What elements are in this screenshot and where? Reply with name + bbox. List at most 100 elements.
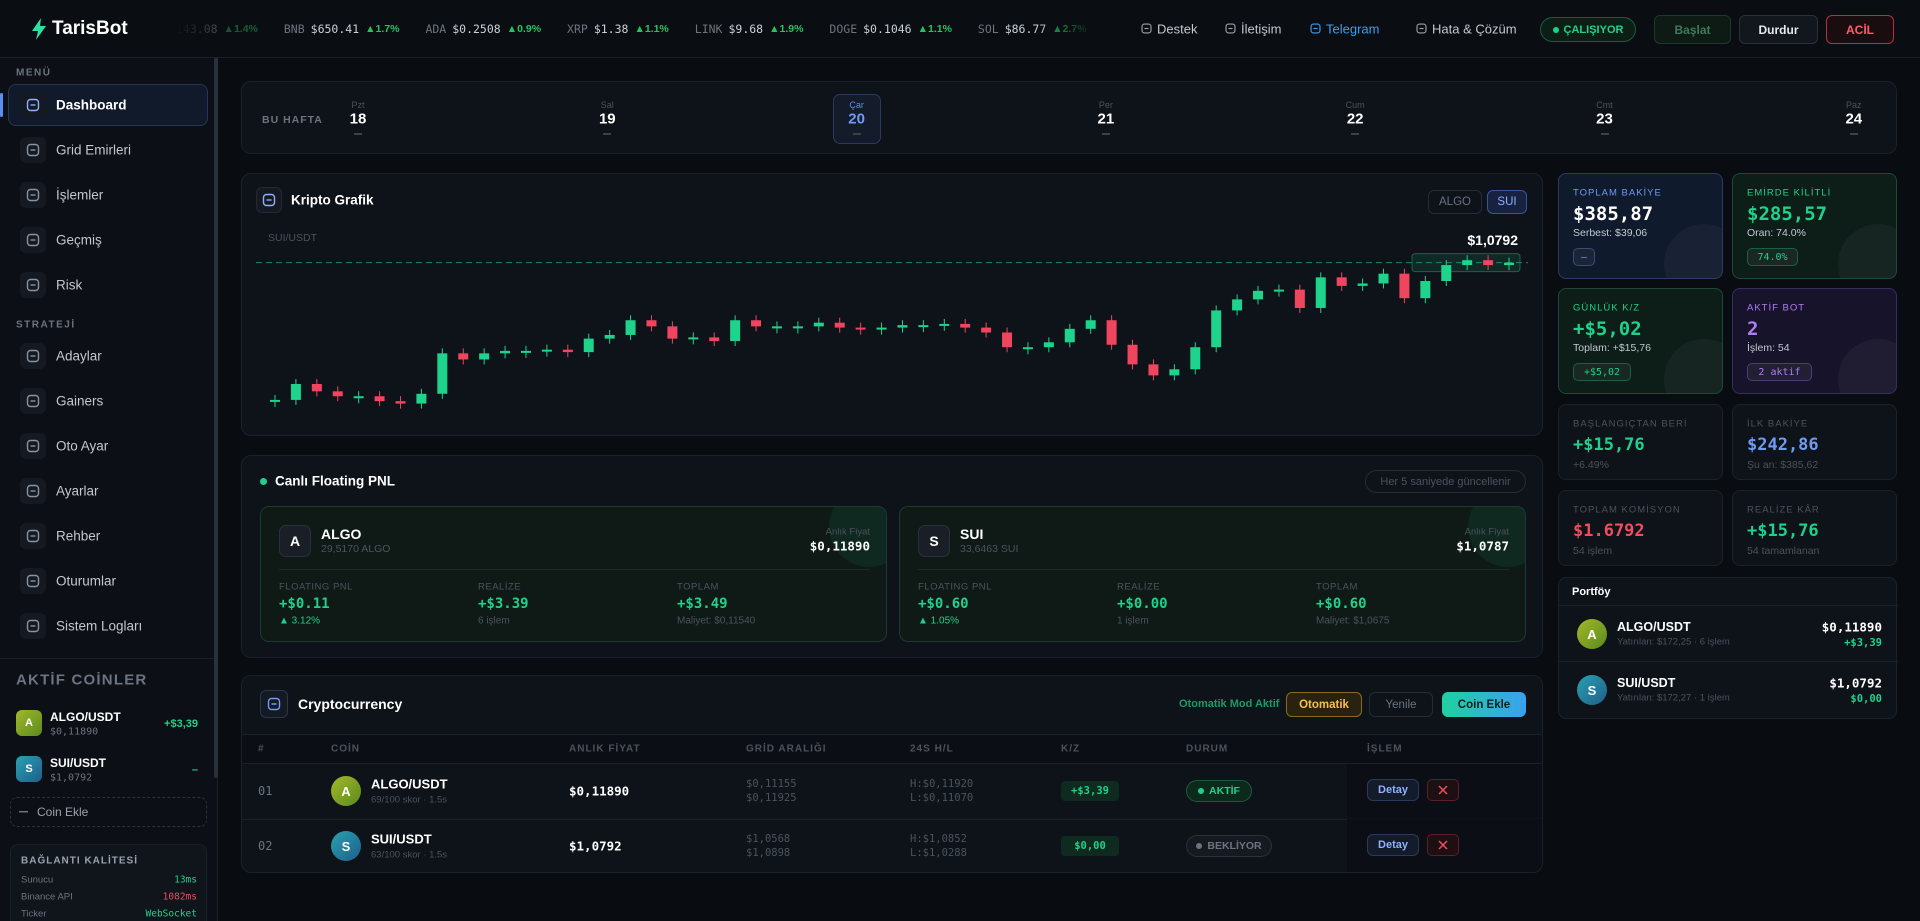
coin-price: $0,11890	[50, 726, 99, 738]
row-pnl: +$3,39	[1061, 781, 1119, 801]
icon-shape	[1310, 23, 1321, 34]
stat-card: GÜNLÜK K/Z +$5,02 Toplam: +$15,76 +$5,02	[1558, 288, 1723, 394]
candle	[939, 323, 950, 326]
candle	[583, 338, 594, 353]
ticker-item: BNB $650.41 ▲1.7%	[284, 22, 400, 36]
row-divider	[1559, 605, 1898, 606]
low: L:$1,0288	[910, 847, 967, 859]
metric-sub: 1 işlem	[1117, 615, 1149, 627]
portfolio-pnl: $0,00	[1850, 693, 1882, 705]
candle	[1336, 277, 1347, 286]
table-button[interactable]: Coin Ekle	[1442, 692, 1526, 717]
nav-label: İşlemler	[56, 187, 104, 203]
candle	[458, 353, 469, 360]
detail-button[interactable]: Detay	[1367, 779, 1419, 801]
day-date: 24	[1845, 110, 1863, 128]
grid-high: $0,11925	[746, 792, 797, 804]
candle	[1127, 344, 1138, 365]
status-pill: ÇALIŞIYOR	[1540, 17, 1636, 42]
icon	[1225, 23, 1236, 34]
ticker-change: ▲0.9%	[506, 23, 542, 35]
ticker-change: ▲1.1%	[917, 23, 952, 35]
stat-value: 2	[1747, 318, 1759, 340]
icon-shape	[26, 233, 40, 247]
candle	[1399, 273, 1410, 299]
chart-title: Kripto Grafik	[291, 192, 374, 208]
table-button[interactable]: Otomatik	[1286, 692, 1362, 717]
glow	[1664, 224, 1722, 278]
ticker-change: ▲1.4%	[223, 23, 258, 35]
icon	[1310, 23, 1321, 34]
candle	[1357, 283, 1368, 286]
candle	[751, 320, 762, 327]
candle	[1043, 342, 1054, 348]
stat-sub: Oran: 74.0%	[1747, 227, 1806, 239]
row-pair: ALGO/USDT	[371, 776, 448, 792]
remove-button[interactable]	[1427, 779, 1459, 801]
stat-title: REALİZE KÂR	[1747, 504, 1820, 516]
price-caption: Anlık Fiyat	[825, 526, 870, 538]
chart-tab[interactable]: ALGO	[1428, 190, 1482, 214]
day-dash	[1101, 133, 1110, 135]
icon-shape	[267, 697, 281, 711]
icon	[26, 349, 40, 363]
table-button[interactable]: Yenile	[1369, 692, 1433, 717]
logo-icon	[32, 18, 46, 40]
icon	[267, 697, 281, 711]
candle	[290, 383, 301, 400]
metric-sub: Maliyet: $0,11540	[677, 615, 756, 627]
nav-link[interactable]: Telegram	[1326, 21, 1380, 37]
add-coin-button[interactable]: Coin Ekle	[10, 797, 207, 827]
nav-link[interactable]: Hata & Çözüm	[1432, 21, 1517, 37]
column-header: DURUM	[1186, 743, 1229, 755]
header-button[interactable]: Başlat	[1654, 15, 1731, 44]
candle	[1462, 260, 1473, 266]
stat-value: $285,57	[1747, 203, 1828, 225]
plus	[19, 811, 28, 813]
position-icon-letter: S	[929, 533, 939, 549]
candle	[1211, 310, 1222, 348]
stat-value: $1.6792	[1573, 521, 1645, 541]
candle	[1169, 369, 1180, 376]
detail-button[interactable]: Detay	[1367, 834, 1419, 856]
metric-sub: ▲ 1.05%	[918, 615, 960, 627]
coin-icon: S	[16, 756, 42, 782]
icon	[26, 439, 40, 453]
candle	[479, 353, 490, 360]
header-button[interactable]: ACİL	[1826, 15, 1894, 44]
coin-icon: S	[1577, 675, 1607, 705]
remove-button[interactable]	[1427, 834, 1459, 856]
pnl-note: Her 5 saniyede güncellenir	[1365, 470, 1526, 493]
connection-label: Ticker	[21, 908, 47, 920]
day-date: 22	[1346, 110, 1364, 128]
icon	[26, 574, 40, 588]
candle	[960, 323, 971, 328]
status-badge: BEKLİYOR	[1186, 835, 1272, 857]
header-button[interactable]: Durdur	[1739, 15, 1818, 44]
candle	[1002, 332, 1013, 348]
candle	[1315, 277, 1326, 308]
grid-low: $0,11155	[746, 778, 797, 790]
section-title: STRATEJİ	[16, 319, 76, 331]
position-name: ALGO	[321, 526, 362, 542]
stat-card: BAŞLANGIÇTAN BERİ +$15,76 +6.49%	[1558, 404, 1723, 480]
chart-tab[interactable]: SUI	[1487, 190, 1527, 214]
candle	[1253, 290, 1264, 300]
day-name: Sal	[600, 100, 614, 110]
ticker-change: ▲2.7%	[1052, 23, 1087, 35]
column-header: K/Z	[1061, 743, 1081, 755]
row-price: $0,11890	[569, 783, 630, 799]
candle	[1378, 273, 1389, 284]
nav-link[interactable]: İletişim	[1241, 21, 1282, 37]
candle	[792, 326, 803, 329]
icon	[26, 188, 40, 202]
portfolio-pair: ALGO/USDT	[1617, 620, 1691, 634]
candle	[1085, 320, 1096, 329]
metric-label: TOPLAM	[1316, 581, 1358, 593]
day-name: Çar	[849, 100, 864, 110]
icon-shape	[26, 529, 40, 543]
nav-link[interactable]: Destek	[1157, 21, 1198, 37]
connection-label: Binance API	[21, 891, 73, 903]
